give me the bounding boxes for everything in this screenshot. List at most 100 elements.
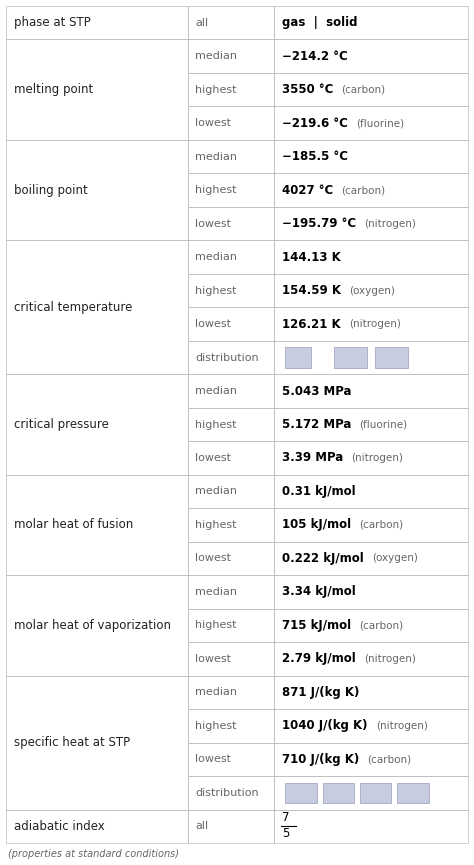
Bar [189, 341, 274, 375]
Text: (oxygen): (oxygen) [372, 554, 418, 563]
Bar [274, 475, 468, 509]
Text: 3.34 kJ/mol: 3.34 kJ/mol [282, 586, 364, 599]
Bar [285, 783, 317, 803]
Bar [274, 441, 468, 475]
Text: −185.5 °C: −185.5 °C [282, 151, 356, 163]
Text: highest: highest [195, 620, 237, 631]
Bar [334, 348, 367, 368]
Bar [189, 307, 274, 341]
Bar [189, 575, 274, 609]
Bar [274, 541, 468, 575]
Text: −195.79 °C: −195.79 °C [282, 217, 365, 230]
Text: (carbon): (carbon) [359, 620, 403, 631]
Bar [189, 73, 274, 106]
Text: distribution: distribution [195, 788, 259, 798]
Text: (nitrogen): (nitrogen) [364, 654, 416, 663]
Text: median: median [195, 688, 237, 697]
Bar [274, 375, 468, 407]
Text: (fluorine): (fluorine) [360, 420, 408, 430]
Text: (nitrogen): (nitrogen) [349, 319, 401, 329]
Bar [274, 6, 468, 40]
Bar [189, 676, 274, 709]
Text: all: all [195, 18, 209, 28]
Bar [189, 106, 274, 140]
Text: lowest: lowest [195, 319, 231, 329]
Text: 7: 7 [282, 811, 290, 824]
Text: lowest: lowest [195, 219, 231, 228]
Text: 0.222 kJ/mol: 0.222 kJ/mol [282, 552, 372, 565]
Text: 154.59 K: 154.59 K [282, 284, 349, 297]
Bar [189, 709, 274, 742]
Bar [274, 240, 468, 274]
Text: critical temperature: critical temperature [14, 301, 132, 314]
Text: highest: highest [195, 721, 237, 731]
Text: median: median [195, 586, 237, 597]
Text: (nitrogen): (nitrogen) [365, 219, 416, 228]
Bar [274, 609, 468, 642]
Text: melting point: melting point [14, 83, 93, 96]
Bar [189, 742, 274, 776]
Text: 5: 5 [282, 827, 289, 840]
Text: median: median [195, 486, 237, 497]
Text: specific heat at STP: specific heat at STP [14, 736, 130, 749]
Bar [189, 40, 274, 73]
Text: highest: highest [195, 420, 237, 430]
Bar [189, 776, 274, 810]
Bar [274, 173, 468, 207]
Text: highest: highest [195, 85, 237, 94]
Bar [189, 207, 274, 240]
Text: lowest: lowest [195, 754, 231, 765]
Bar [397, 783, 428, 803]
Bar [274, 575, 468, 609]
Bar [274, 810, 468, 843]
Text: median: median [195, 386, 237, 396]
Text: median: median [195, 51, 237, 61]
Text: −214.2 °C: −214.2 °C [282, 49, 356, 63]
Text: 5.043 MPa: 5.043 MPa [282, 385, 360, 398]
Bar [285, 348, 311, 368]
Bar [274, 207, 468, 240]
Text: (fluorine): (fluorine) [356, 119, 404, 128]
Text: (nitrogen): (nitrogen) [351, 453, 403, 463]
Bar [189, 140, 274, 173]
Text: highest: highest [195, 520, 237, 530]
Text: 871 J/(kg K): 871 J/(kg K) [282, 686, 367, 699]
Text: highest: highest [195, 185, 237, 195]
Bar [189, 810, 274, 843]
Text: highest: highest [195, 285, 237, 296]
Text: 144.13 K: 144.13 K [282, 251, 349, 264]
Text: (nitrogen): (nitrogen) [376, 721, 428, 731]
Bar [189, 642, 274, 676]
Bar [274, 140, 468, 173]
Text: (carbon): (carbon) [342, 85, 386, 94]
Bar [189, 475, 274, 509]
Text: median: median [195, 151, 237, 162]
Text: lowest: lowest [195, 654, 231, 663]
Bar [189, 441, 274, 475]
Bar [189, 541, 274, 575]
Bar [274, 341, 468, 375]
Text: lowest: lowest [195, 554, 231, 563]
Bar [189, 240, 274, 274]
Text: 5.172 MPa: 5.172 MPa [282, 418, 360, 431]
Text: (carbon): (carbon) [367, 754, 411, 765]
Text: critical pressure: critical pressure [14, 418, 109, 431]
Bar [274, 407, 468, 441]
Bar [274, 676, 468, 709]
Text: 715 kJ/mol: 715 kJ/mol [282, 618, 359, 631]
Bar [274, 742, 468, 776]
Bar [375, 348, 408, 368]
Text: lowest: lowest [195, 119, 231, 128]
Text: (properties at standard conditions): (properties at standard conditions) [8, 849, 179, 859]
Text: all: all [195, 821, 209, 831]
Text: 105 kJ/mol: 105 kJ/mol [282, 518, 359, 531]
Text: adiabatic index: adiabatic index [14, 820, 105, 833]
Bar [274, 274, 468, 307]
Text: phase at STP: phase at STP [14, 16, 91, 29]
Text: 4027 °C: 4027 °C [282, 183, 341, 196]
Bar [189, 375, 274, 407]
Text: (carbon): (carbon) [359, 520, 403, 530]
Bar [6, 140, 189, 240]
Text: distribution: distribution [195, 353, 259, 362]
Text: −219.6 °C: −219.6 °C [282, 117, 356, 130]
